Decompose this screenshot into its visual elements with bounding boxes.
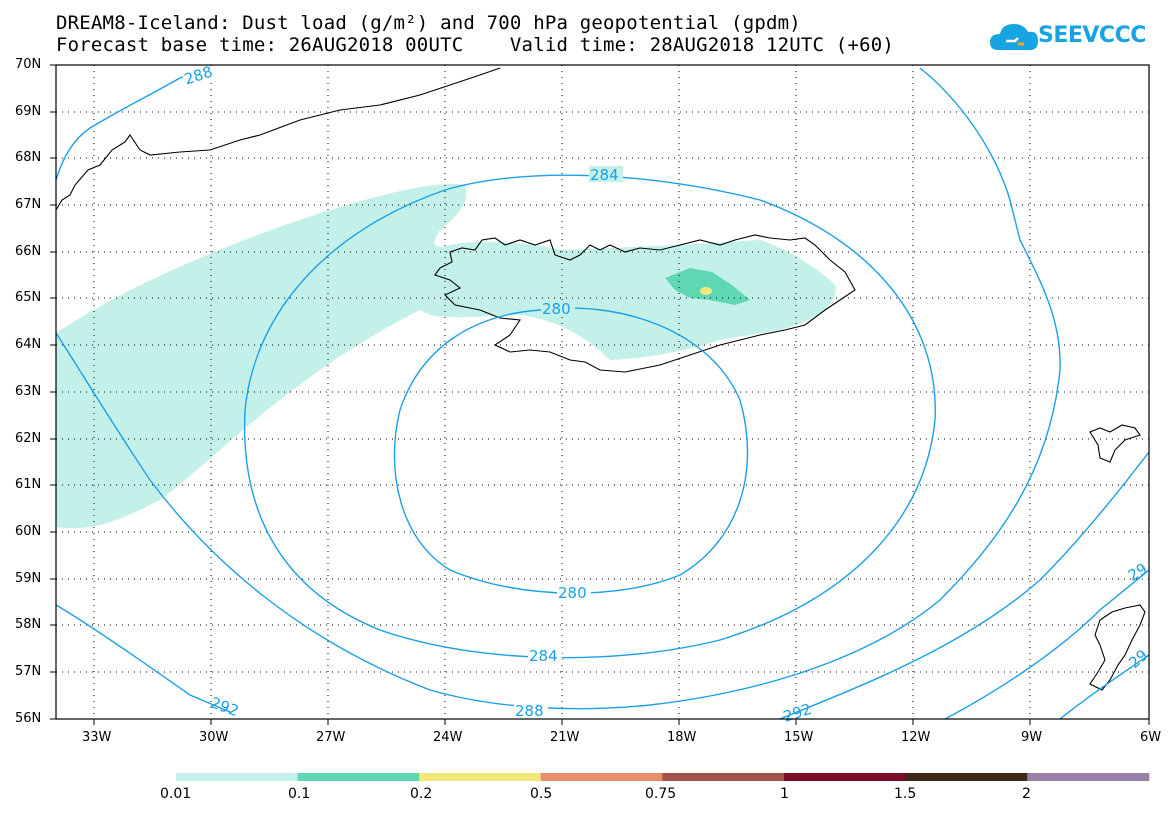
colorbar-swatch: [1027, 773, 1150, 781]
lat-label: 62N: [15, 431, 42, 446]
colorbar: [176, 773, 1150, 781]
logo: [990, 24, 1038, 50]
contour-292-east: [779, 451, 1150, 720]
map-subtitle: Forecast base time: 26AUG2018 00UTC Vali…: [56, 34, 895, 56]
colorbar-label: 0.75: [645, 786, 677, 802]
lat-label: 64N: [15, 337, 42, 352]
scotland-coast: [1089, 604, 1146, 691]
dust-area-low: [56, 183, 836, 529]
lon-label: 33W: [82, 730, 112, 745]
contour-280: [393, 307, 749, 594]
colorbar-swatch: [784, 773, 907, 781]
colorbar-swatch: [176, 773, 299, 781]
map-title: DREAM8-Iceland: Dust load (g/m²) and 700…: [56, 12, 801, 34]
colorbar-swatch: [540, 773, 663, 781]
contour-292-west: [55, 604, 231, 713]
lon-label: 27W: [316, 730, 346, 745]
contour-284: [243, 174, 936, 659]
colorbar-label: 1.5: [894, 786, 917, 802]
lat-label: 65N: [15, 290, 42, 305]
cloud-logo-icon: [990, 24, 1038, 50]
colorbar-swatch: [297, 773, 420, 781]
logo-text: SEEVCCC: [1038, 23, 1146, 48]
colorbar-label: 0.2: [410, 786, 433, 802]
iceland-coast: [434, 234, 856, 373]
lon-label: 6W: [1140, 730, 1162, 745]
contour-label: 29: [1125, 560, 1151, 585]
lat-label: 66N: [15, 244, 42, 259]
lat-label: 68N: [15, 150, 42, 165]
lat-label: 56N: [15, 711, 42, 726]
colorbar-label: 1: [780, 786, 789, 802]
contour-label: 288: [515, 702, 544, 720]
colorbar-label: 0.01: [160, 786, 192, 802]
lon-label: 21W: [550, 730, 580, 745]
contour-label: 292: [208, 693, 241, 720]
colorbar-label: 2: [1022, 786, 1031, 802]
geopotential-contours: [55, 67, 1150, 720]
coastlines: [55, 67, 1146, 691]
lat-label: 67N: [15, 197, 42, 212]
greenland-coast: [55, 67, 501, 211]
lat-label: 61N: [15, 477, 42, 492]
faroe-coast: [1089, 424, 1141, 463]
lat-label: 70N: [15, 57, 42, 72]
grid-lines: [56, 65, 1149, 719]
lat-label: 69N: [15, 104, 42, 119]
lon-label: 12W: [901, 730, 931, 745]
contour-label: 280: [558, 584, 587, 602]
contour-label: 280: [542, 300, 571, 318]
lat-label: 63N: [15, 384, 42, 399]
contour-29x: [1059, 654, 1150, 720]
lat-label: 58N: [15, 617, 42, 632]
lat-label: 57N: [15, 664, 42, 679]
contour-288: [55, 67, 1061, 710]
axis-ticks: [50, 64, 1150, 725]
lon-label: 18W: [667, 730, 697, 745]
contour-288-north: [55, 67, 211, 181]
colorbar-swatch: [662, 773, 785, 781]
contour-label: 284: [590, 166, 619, 184]
colorbar-label: 0.5: [530, 786, 553, 802]
lat-label: 60N: [15, 524, 42, 539]
contour-label: 284: [529, 647, 558, 665]
contour-label: 292: [781, 700, 814, 726]
colorbar-swatch: [419, 773, 542, 781]
lon-label: 9W: [1021, 730, 1043, 745]
dust-area-high: [700, 287, 712, 295]
lon-label: 24W: [433, 730, 463, 745]
lon-label: 30W: [199, 730, 229, 745]
contour-292-se: [944, 569, 1150, 720]
dust-shading: [56, 183, 836, 529]
dust-area-mid: [665, 268, 750, 305]
lat-label: 59N: [15, 571, 42, 586]
contour-labels: 288 284 280 280 284 288 292 292 29 29: [182, 63, 1151, 726]
lon-label: 15W: [784, 730, 814, 745]
colorbar-swatch: [905, 773, 1028, 781]
colorbar-label: 0.1: [288, 786, 311, 802]
